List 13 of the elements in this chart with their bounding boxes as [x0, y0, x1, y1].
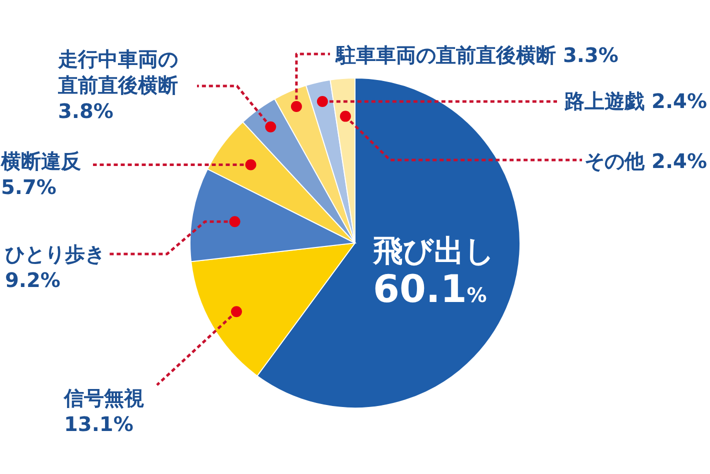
data-label: 9.2% — [5, 268, 60, 292]
data-label: 3.8% — [58, 99, 114, 123]
slice-label: その他 2.4% — [584, 149, 707, 173]
slice-label: 駐車車両の直前直後横断 3.3% — [335, 43, 618, 67]
data-label: 5.7% — [1, 175, 56, 199]
slice-label: 走行中車両の直前直後横断 — [57, 47, 178, 97]
slice-label: ひとり歩き — [5, 242, 105, 266]
slice-label: 信号無視 — [63, 386, 144, 410]
data-label: 13.1% — [64, 412, 134, 436]
slice-label: 路上遊戯 2.4% — [564, 89, 707, 113]
slice-label: 飛び出し — [372, 234, 495, 269]
data-label: 60.1% — [373, 267, 487, 311]
slice-label: 横断違反 — [0, 149, 81, 173]
